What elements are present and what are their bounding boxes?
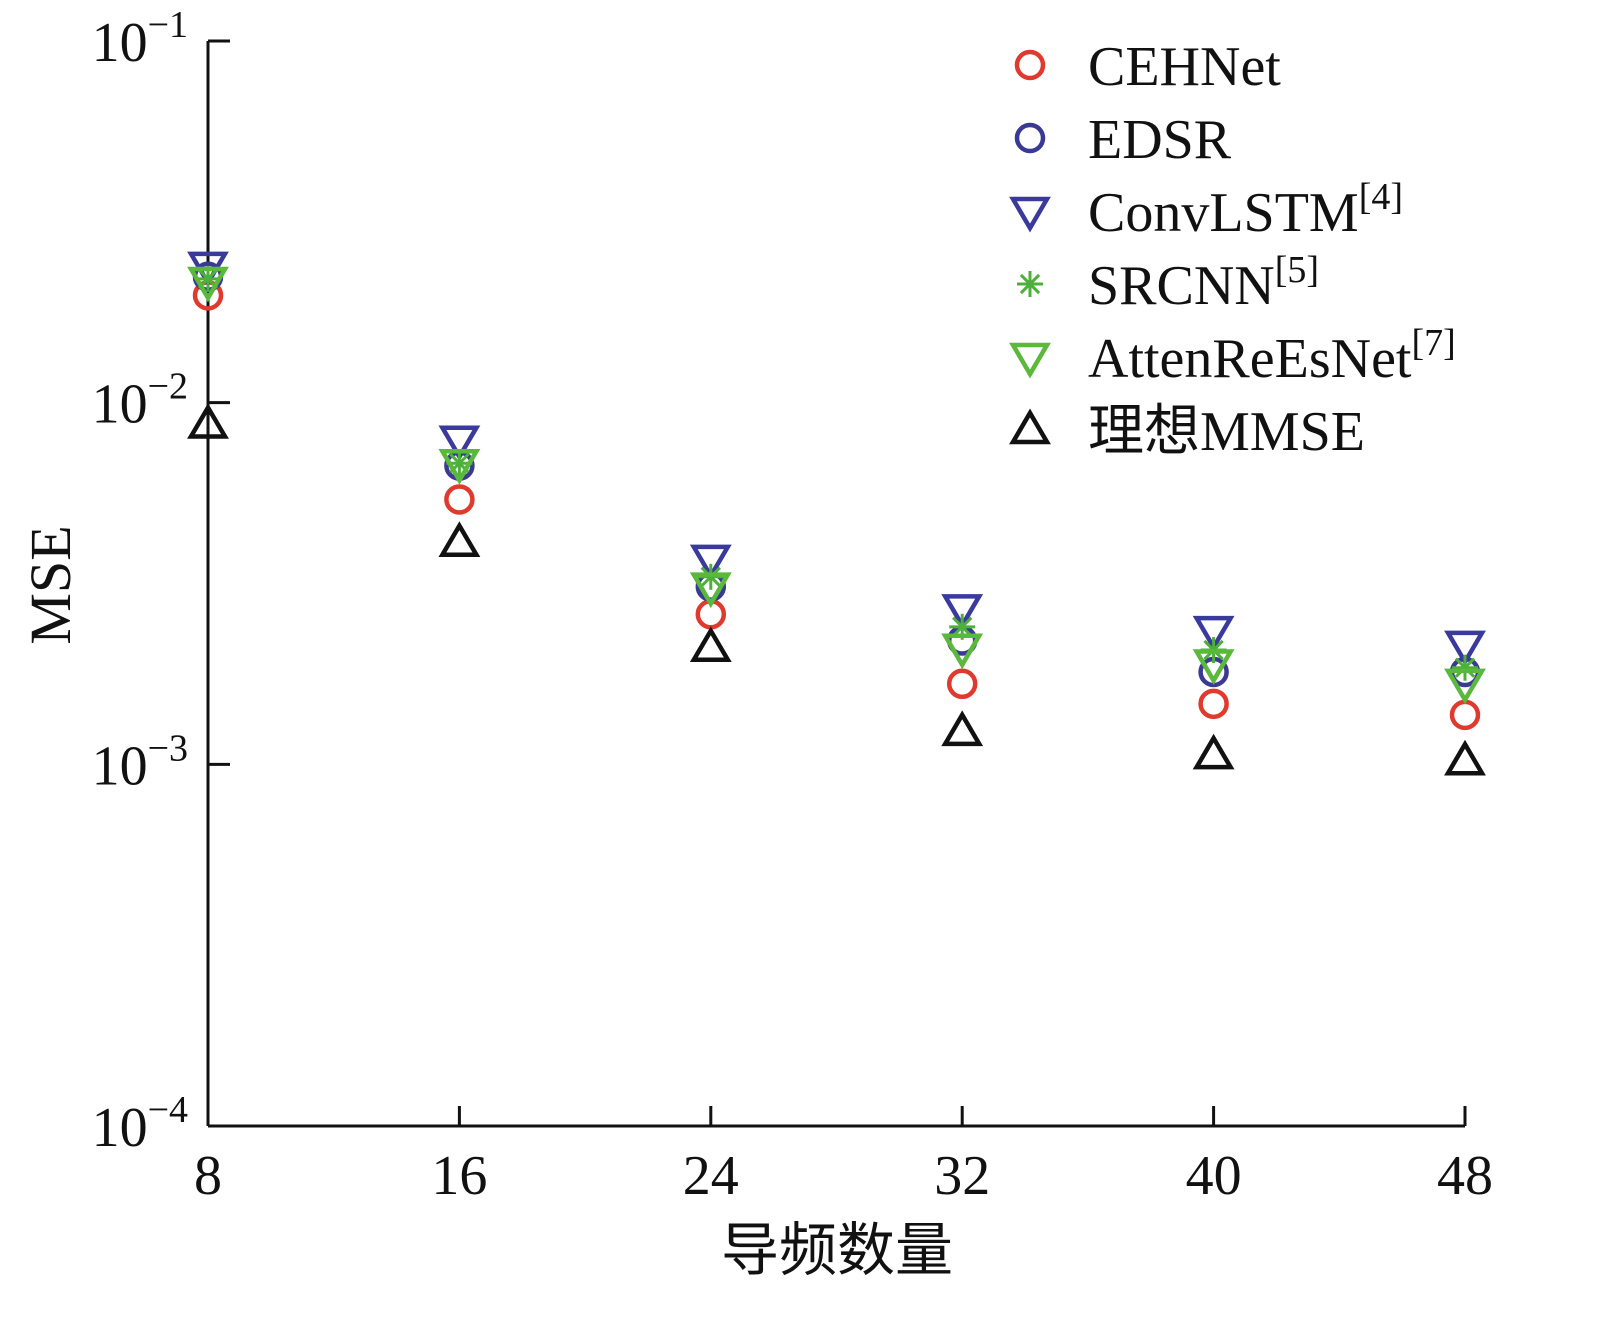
legend-marker	[1017, 271, 1043, 297]
legend-ref: [7]	[1411, 322, 1455, 364]
point-convlstm-16-shape	[438, 425, 481, 462]
point-cehnet-32	[946, 668, 978, 700]
point-cehnet-48-shape	[1449, 699, 1481, 731]
legend-marker-shape	[1009, 342, 1051, 379]
x-tick-label: 32	[934, 1145, 990, 1207]
point-mmse-32	[941, 710, 984, 747]
legend-ref: [5]	[1275, 249, 1319, 291]
legend-marker-shape	[1014, 49, 1046, 81]
point-cehnet-40-shape	[1198, 688, 1229, 720]
point-cehnet-16-shape	[444, 484, 475, 515]
point-srcnn-48-stroke	[1454, 657, 1476, 678]
point-mmse-48	[1444, 739, 1486, 776]
legend-ref: [4]	[1359, 176, 1403, 218]
point-srcnn-32-stroke	[952, 616, 973, 637]
x-tick-label: 8	[194, 1145, 222, 1207]
point-convlstm-24-shape	[689, 544, 732, 581]
y-tick-label: 10−1	[92, 4, 188, 74]
y-tick-label: 10−3	[92, 727, 188, 797]
point-mmse-16	[438, 521, 481, 557]
point-convlstm-40-shape	[1192, 615, 1235, 652]
point-mmse-32-shape	[941, 710, 984, 747]
legend-label: ConvLSTM[4]	[1088, 176, 1403, 244]
point-mmse-40-shape	[1192, 733, 1235, 770]
legend-label: EDSR	[1088, 109, 1232, 171]
point-attenreesnet-48-shape	[1444, 668, 1486, 705]
legend-label: AttenReEsNet[7]	[1088, 322, 1456, 390]
legend-name: 理想MMSE	[1088, 401, 1365, 463]
point-cehnet-48	[1449, 699, 1481, 731]
point-attenreesnet-8-shape	[187, 266, 229, 303]
data-points	[187, 251, 1486, 776]
point-attenreesnet-24	[689, 572, 732, 609]
x-axis-label: 导频数量	[721, 1218, 953, 1283]
legend-marker	[1014, 122, 1046, 154]
legend-label: 理想MMSE	[1088, 401, 1365, 463]
legend-marker	[1009, 342, 1051, 379]
x-tick-label: 40	[1186, 1145, 1242, 1207]
x-tick-label: 48	[1437, 1145, 1493, 1207]
point-convlstm-24	[689, 544, 732, 581]
y-tick-label: 10−4	[92, 1089, 188, 1159]
legend-marker-shape	[1014, 122, 1046, 154]
point-mmse-8-shape	[187, 403, 229, 439]
point-attenreesnet-16-shape	[438, 448, 481, 485]
point-convlstm-16	[438, 425, 481, 462]
point-mmse-24	[689, 626, 732, 663]
legend-name: CEHNet	[1088, 36, 1281, 98]
y-axis-label: MSE	[18, 525, 83, 644]
point-srcnn-48	[1452, 654, 1478, 681]
point-attenreesnet-48	[1444, 668, 1486, 705]
point-convlstm-48-shape	[1444, 630, 1486, 667]
point-attenreesnet-40	[1192, 649, 1235, 685]
point-convlstm-48	[1444, 630, 1486, 667]
x-tick-label: 16	[431, 1145, 487, 1207]
legend-label: SRCNN[5]	[1088, 249, 1319, 317]
legend: CEHNetEDSRConvLSTM[4]SRCNN[5]AttenReEsNe…	[1009, 36, 1456, 463]
point-mmse-24-shape	[689, 626, 732, 663]
point-mmse-8	[187, 403, 229, 439]
axes: 8 16 24 32 40 48 10−4 10−3 10−2 10−1	[92, 4, 1493, 1207]
legend-name: EDSR	[1088, 109, 1232, 171]
y-tick-label: 10−2	[92, 366, 188, 436]
legend-marker	[1014, 49, 1046, 81]
point-convlstm-40	[1192, 615, 1235, 652]
point-mmse-40	[1192, 733, 1235, 770]
point-cehnet-16	[444, 484, 475, 515]
point-cehnet-40	[1198, 688, 1229, 720]
point-attenreesnet-32	[941, 633, 984, 670]
point-convlstm-32-shape	[941, 594, 984, 630]
x-tick-label: 24	[683, 1145, 739, 1207]
point-attenreesnet-16	[438, 448, 481, 485]
point-attenreesnet-24-shape	[689, 572, 732, 609]
legend-label: CEHNet	[1088, 36, 1281, 98]
point-mmse-48-shape	[1444, 739, 1486, 776]
legend-marker-stroke	[1019, 273, 1041, 295]
legend-marker-shape	[1009, 408, 1051, 445]
legend-name: ConvLSTM	[1088, 182, 1359, 244]
legend-name: SRCNN	[1088, 255, 1275, 317]
point-mmse-16-shape	[438, 521, 481, 557]
legend-marker-shape	[1009, 196, 1051, 233]
legend-marker	[1009, 196, 1051, 233]
point-attenreesnet-8	[187, 266, 229, 303]
point-cehnet-32-shape	[946, 668, 978, 700]
point-attenreesnet-40-shape	[1192, 649, 1235, 685]
point-convlstm-32	[941, 594, 984, 630]
legend-name: AttenReEsNet	[1088, 328, 1412, 390]
point-attenreesnet-32-shape	[941, 633, 984, 670]
legend-marker	[1009, 408, 1051, 445]
